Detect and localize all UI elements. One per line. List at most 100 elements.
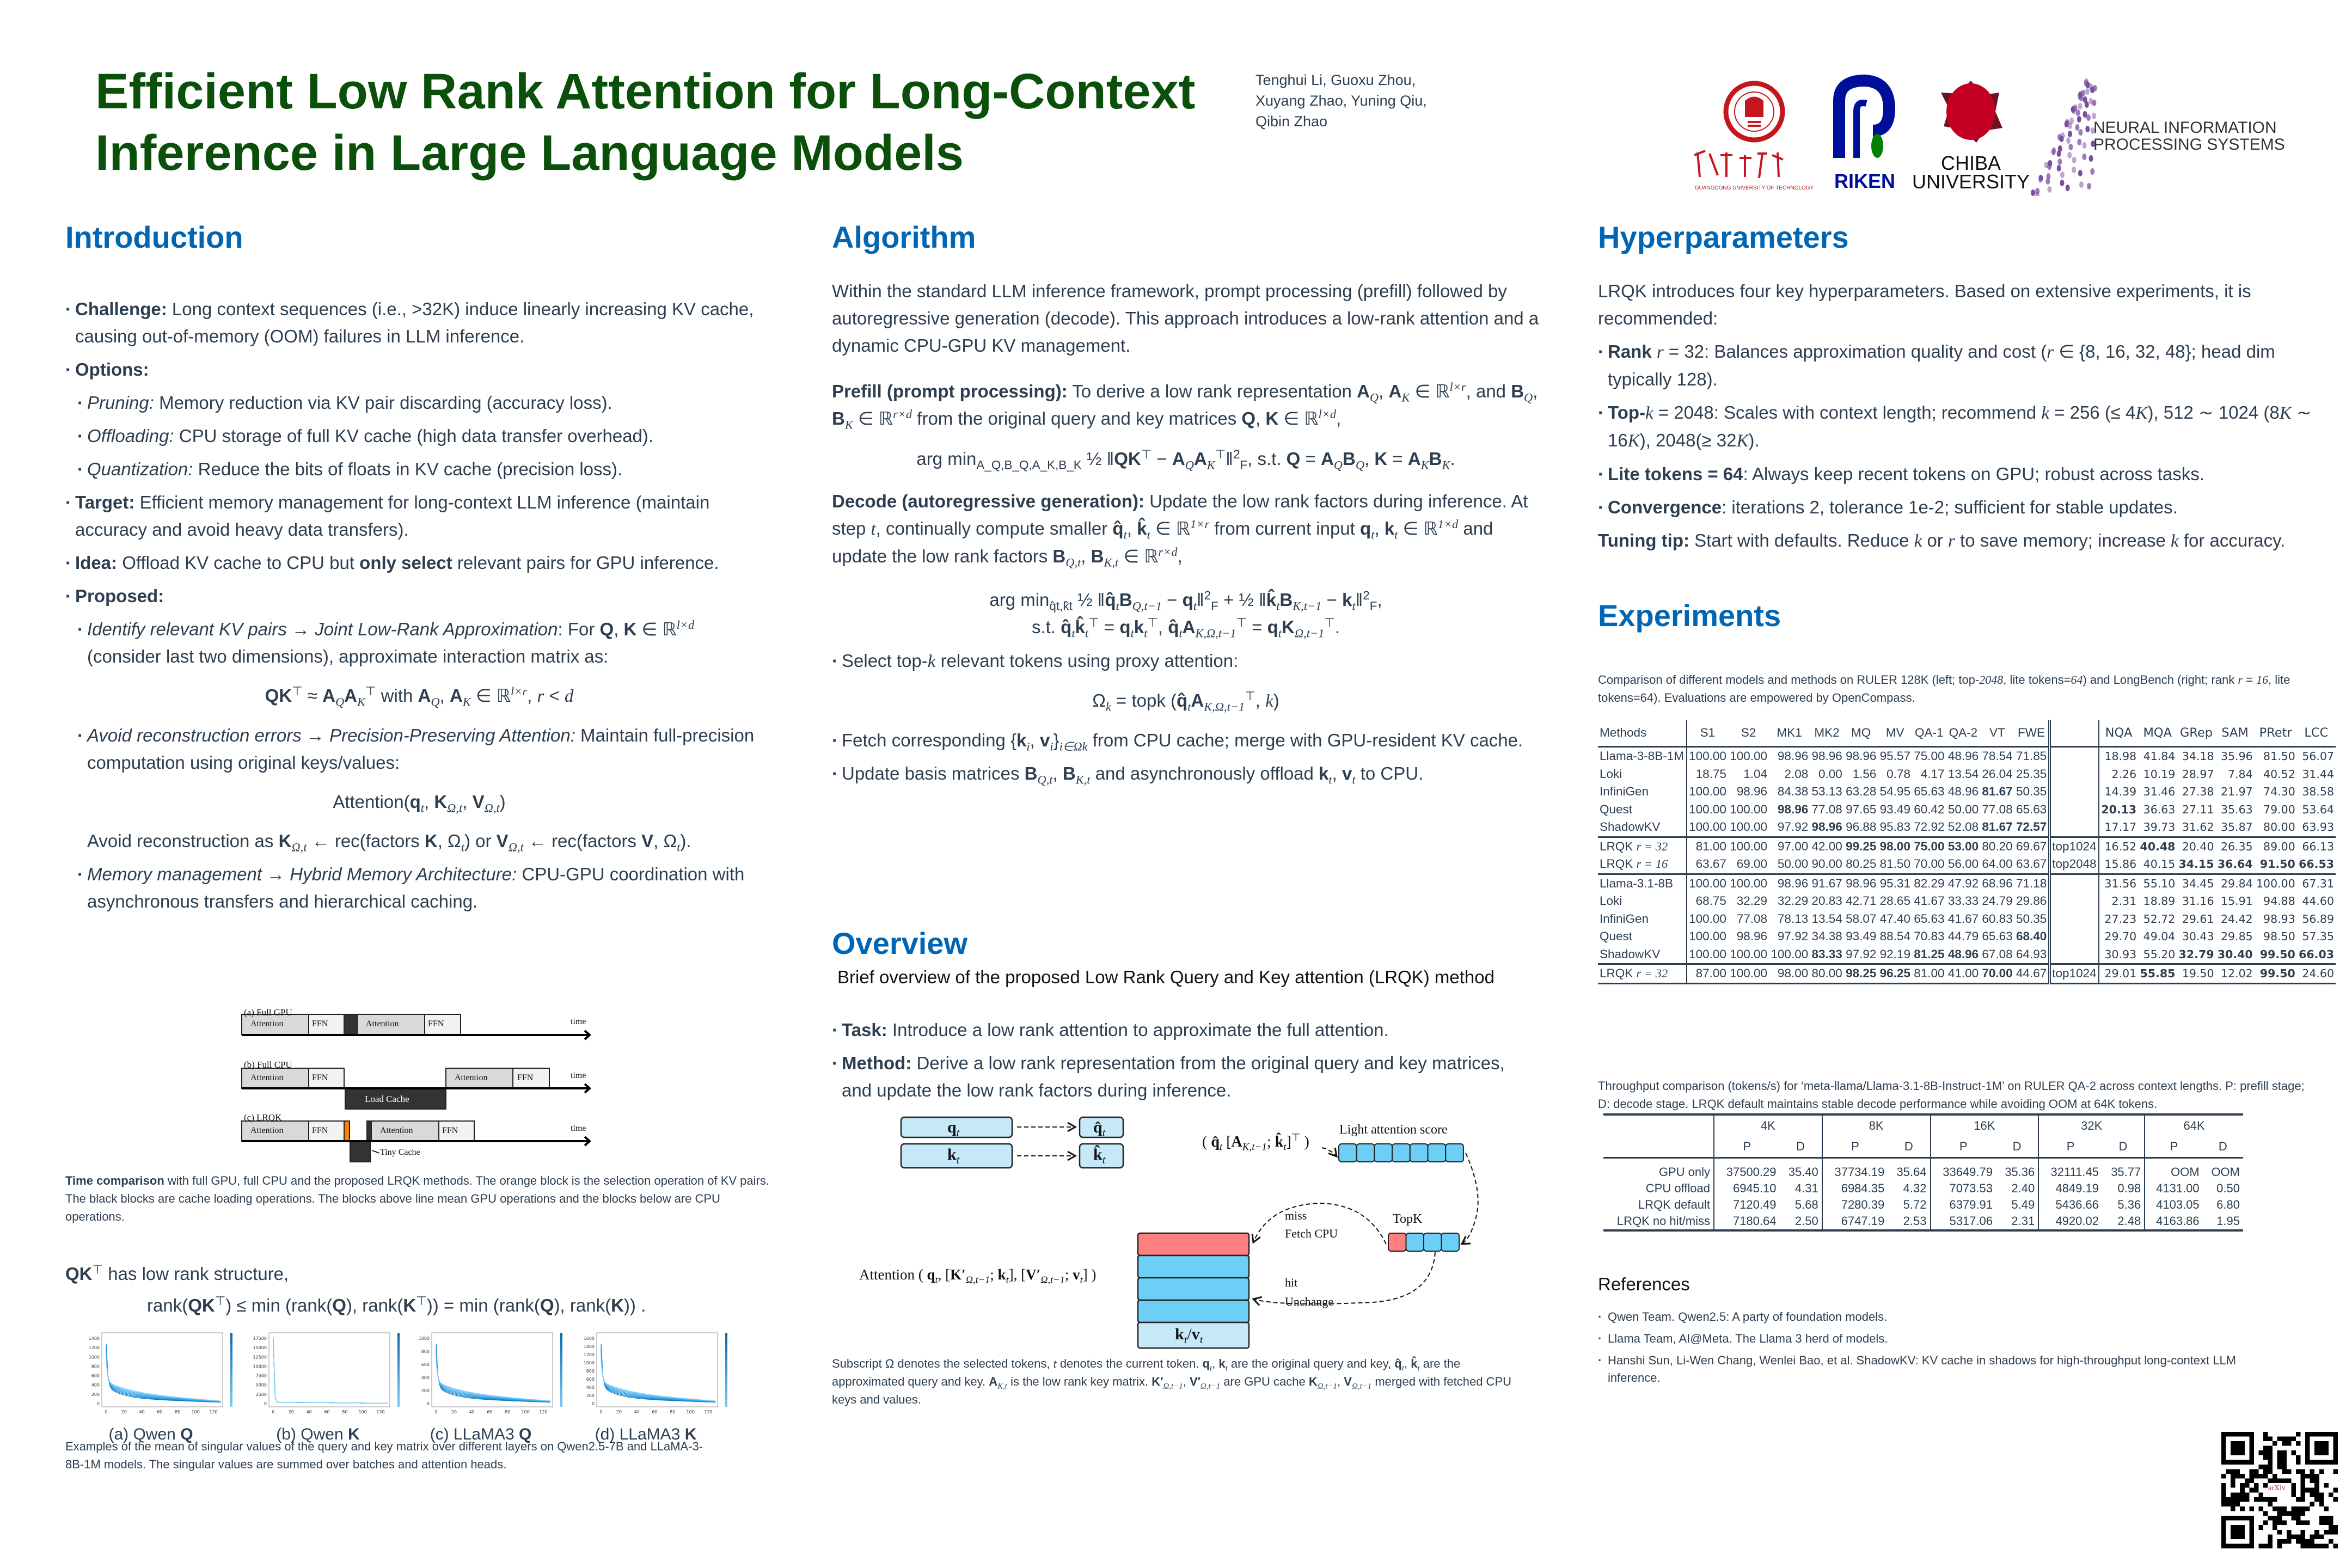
qr-module (2295, 1432, 2301, 1437)
score-cell: 55.20 (2143, 947, 2176, 961)
text-run: V′ (1189, 1375, 1200, 1388)
score-cell: 81.67 (1982, 820, 2013, 834)
text-run: ⊤ (365, 684, 376, 698)
block-attention: Attention (455, 1073, 488, 1082)
score-cell: 98.96 (1843, 873, 1878, 892)
text-run: are the approximated query and key. (832, 1357, 1461, 1388)
qr-module (2333, 1469, 2338, 1474)
text-run: relevant pairs for GPU inference. (452, 553, 719, 573)
neurips-dot (2056, 165, 2061, 171)
text-run: K (403, 1295, 416, 1315)
qr-module (2310, 1474, 2315, 1479)
text-run: = (2242, 673, 2257, 687)
text-run: q̂ (1093, 1118, 1102, 1136)
qr-module (2319, 1502, 2324, 1506)
topk-cell (1388, 1233, 1407, 1252)
text-run: Ω,t (508, 840, 524, 854)
score-cell: 95.83 (1879, 820, 1910, 834)
qr-module (2273, 1525, 2277, 1530)
score-cell: 31.46 (2143, 785, 2176, 799)
score-cell: 98.00 (1878, 836, 1912, 855)
text-run: ) and LongBench (right; rank (2082, 673, 2238, 687)
y-tick-label: 0 (97, 1401, 100, 1406)
text-run: A (1191, 690, 1204, 710)
qr-module (2244, 1492, 2250, 1497)
score-cell: 74.30 (2263, 785, 2295, 799)
label-tiny-cache: Tiny Cache (380, 1148, 420, 1157)
score-cell: 100.00 (1689, 802, 1726, 816)
throughput-value: 7120.49 (1713, 1197, 1780, 1213)
score-cell: 100.00 (1689, 947, 1726, 961)
qr-module (2295, 1506, 2301, 1511)
text-run: l×r (1449, 380, 1466, 394)
qr-module (2273, 1516, 2277, 1521)
x-tick-label: 80 (505, 1410, 510, 1414)
score-cell: 50.00 (1777, 857, 1809, 871)
author-line: Xuyang Zhao, Yuning Qiu, (1255, 93, 1427, 109)
text-run: t (1278, 626, 1282, 640)
score-cell: 26.35 (2215, 836, 2255, 855)
qr-module (2263, 1450, 2268, 1455)
score-cell: 100.00 (1771, 947, 1809, 961)
topk-cell (1441, 1233, 1460, 1252)
qr-module (2268, 1445, 2273, 1451)
qr-module (2277, 1529, 2282, 1535)
neurips-dot (2057, 158, 2062, 165)
text-run: Proposed: (75, 586, 164, 606)
neurips-dot (2035, 191, 2039, 196)
score-cell: 50.35 (2014, 783, 2051, 801)
y-tick-label: 400 (421, 1375, 430, 1380)
score-cell: 88.54 (1879, 929, 1910, 944)
text-run: Ω,t−1 (965, 1274, 990, 1285)
qr-module (2268, 1516, 2273, 1521)
label-full-cpu: (b) Full CPU (244, 1059, 292, 1070)
score-cell: 100.00 (2254, 873, 2297, 892)
score-cell: 34.18 (2182, 750, 2214, 763)
score-cell: 69.00 (1736, 857, 1768, 871)
x-tick-label: 120 (704, 1410, 712, 1414)
qr-module (2286, 1478, 2292, 1484)
score-cell: 100.00 (1689, 929, 1726, 944)
text-run: K′ (1152, 1375, 1163, 1388)
y-tick-label: 1600 (584, 1336, 595, 1341)
score-cell: 82.29 (1912, 873, 1946, 892)
text-run: K (684, 1425, 697, 1443)
qr-code-pattern (2221, 1432, 2338, 1548)
arxiv-qr-code[interactable]: arXiv (2221, 1432, 2338, 1548)
text-run: k (1342, 590, 1352, 610)
text-run: V (472, 792, 485, 812)
section-heading-hyperparameters: Hyperparameters (1598, 220, 1849, 254)
qr-module (2310, 1469, 2315, 1474)
throughput-value: 35.64 (1896, 1165, 1927, 1179)
score-cell: 87.00 (1686, 963, 1728, 984)
text-run: , (1157, 617, 1168, 637)
text-run: q (409, 792, 421, 812)
qr-module (2263, 1543, 2268, 1548)
text-run: with full GPU, full CPU and the proposed… (65, 1174, 769, 1223)
score-cell: 97.65 (1846, 802, 1877, 816)
text-run: v (1073, 1266, 1080, 1283)
score-cell: 63.93 (2302, 820, 2334, 834)
y-tick-label: 400 (586, 1385, 595, 1390)
text-run: , (1336, 408, 1342, 428)
throughput-value: 33649.79 (1930, 1157, 1996, 1180)
text-run: t (1123, 528, 1127, 542)
qr-module (2277, 1511, 2282, 1516)
score-cell: 98.96 (1846, 749, 1877, 763)
table-row: InfiniGen 100.00 98.96 84.38 53.13 63.28 54.95… (1598, 783, 2336, 801)
text-run: t (1193, 599, 1197, 613)
text-run: Lite tokens = 64 (1608, 464, 1743, 484)
neurips-dot (2068, 122, 2072, 129)
text-run: t (1102, 1127, 1106, 1139)
qr-module (2295, 1534, 2301, 1539)
score-cell: 70.00 (1914, 857, 1945, 871)
text-run: K,t (1104, 555, 1119, 569)
qr-module (2240, 1483, 2245, 1488)
score-cell: 24.42 (2220, 912, 2253, 926)
qr-module (2231, 1478, 2235, 1484)
overview-caption: Subscript Ω denotes the selected tokens,… (832, 1355, 1534, 1408)
throughput-value: 4849.19 (2038, 1180, 2102, 1197)
text-run: , (1379, 381, 1389, 401)
y-tick-label: 1000 (419, 1336, 430, 1341)
text-run: Q,t (1037, 773, 1053, 787)
